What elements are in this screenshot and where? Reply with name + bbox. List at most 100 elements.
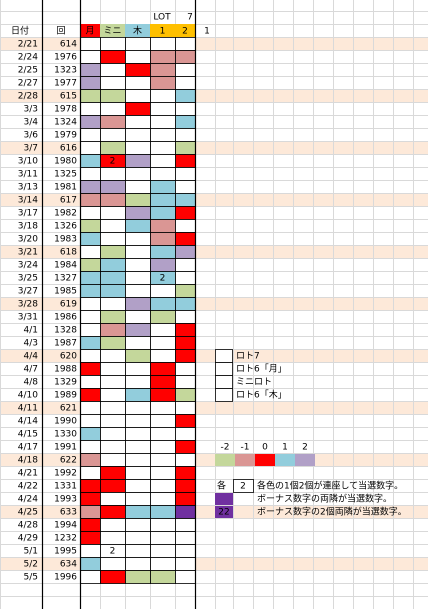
cell: [175, 232, 196, 246]
round: 1986: [54, 313, 77, 323]
date: 2/21: [18, 40, 38, 50]
round: 633: [60, 508, 77, 518]
cell: [125, 63, 151, 77]
cell: [150, 440, 176, 454]
date: 4/24: [18, 495, 38, 505]
cell: [175, 206, 196, 220]
cell-text: 2: [110, 547, 116, 557]
cell: [125, 50, 151, 64]
cell: [80, 193, 101, 207]
round: 1979: [54, 131, 77, 141]
cell: [80, 76, 101, 90]
cell: [175, 349, 196, 363]
cell: [125, 505, 151, 519]
cell: [80, 50, 101, 64]
cell: [100, 76, 126, 90]
round: 1328: [54, 326, 77, 336]
cell: [125, 128, 151, 142]
cell: [100, 37, 126, 51]
cell: [80, 479, 101, 493]
cell: [125, 427, 151, 441]
note-marker: 各: [217, 480, 226, 492]
scale-swatch: [295, 454, 315, 466]
cell: [175, 414, 196, 428]
cell: [100, 492, 126, 506]
round: 1981: [54, 183, 77, 193]
cell: [100, 180, 126, 194]
date: 4/21: [18, 469, 38, 479]
cell: [150, 37, 176, 51]
round: 1984: [54, 261, 77, 271]
cell: [125, 349, 151, 363]
cell: [100, 323, 126, 337]
round: 1330: [54, 430, 77, 440]
cell: [150, 427, 176, 441]
cell: [175, 453, 196, 467]
date: 2/24: [18, 53, 38, 63]
cell: [100, 570, 126, 584]
cell: [100, 427, 126, 441]
cell: [175, 557, 196, 571]
cell: [80, 362, 101, 376]
round: 1326: [54, 222, 77, 232]
cell: [125, 167, 151, 181]
cell: [150, 453, 176, 467]
cell: [175, 505, 196, 519]
round: 1977: [54, 79, 77, 89]
date: 3/25: [18, 274, 38, 284]
cell: [80, 89, 101, 103]
cell: [175, 245, 196, 259]
legend-label: ミニロト: [236, 378, 272, 388]
date: 4/11: [18, 404, 38, 414]
cell: [80, 336, 101, 350]
date: 3/6: [24, 131, 39, 141]
cell: [175, 219, 196, 233]
round: 1327: [54, 274, 77, 284]
cell: [175, 37, 196, 51]
cell: [175, 193, 196, 207]
round: 1976: [54, 53, 77, 63]
cell: [175, 388, 196, 402]
cell: [175, 336, 196, 350]
cell: [80, 557, 101, 571]
round: 1978: [54, 105, 77, 115]
cell: [80, 544, 101, 558]
cell: [125, 570, 151, 584]
cell: [150, 219, 176, 233]
cell: [80, 427, 101, 441]
scale-swatch: [215, 454, 235, 466]
cell: [175, 154, 196, 168]
cell: [150, 544, 176, 558]
date: 4/4: [24, 352, 39, 362]
cell: [100, 336, 126, 350]
cell: [175, 89, 196, 103]
cell: [100, 141, 126, 155]
date: 3/27: [18, 287, 38, 297]
cell: [80, 531, 101, 545]
cell: [80, 245, 101, 259]
cell: [150, 128, 176, 142]
round: 619: [60, 300, 77, 310]
cell: [125, 141, 151, 155]
date: 4/17: [18, 443, 38, 453]
cell: [100, 271, 126, 285]
cell: [175, 492, 196, 506]
cell: [150, 336, 176, 350]
cell: [80, 518, 101, 532]
round: 614: [60, 40, 77, 50]
cell: [175, 570, 196, 584]
cell: [100, 232, 126, 246]
round: 616: [60, 144, 77, 154]
cell: [175, 362, 196, 376]
note-box-text: 22: [218, 508, 229, 518]
round: 634: [60, 560, 77, 570]
cell: [80, 310, 101, 324]
round: 1992: [54, 469, 77, 479]
cell: [80, 440, 101, 454]
cell: [125, 232, 151, 246]
column-header: 1: [160, 27, 166, 37]
date: 3/20: [18, 235, 38, 245]
cell: [150, 310, 176, 324]
round: 1325: [54, 170, 77, 180]
